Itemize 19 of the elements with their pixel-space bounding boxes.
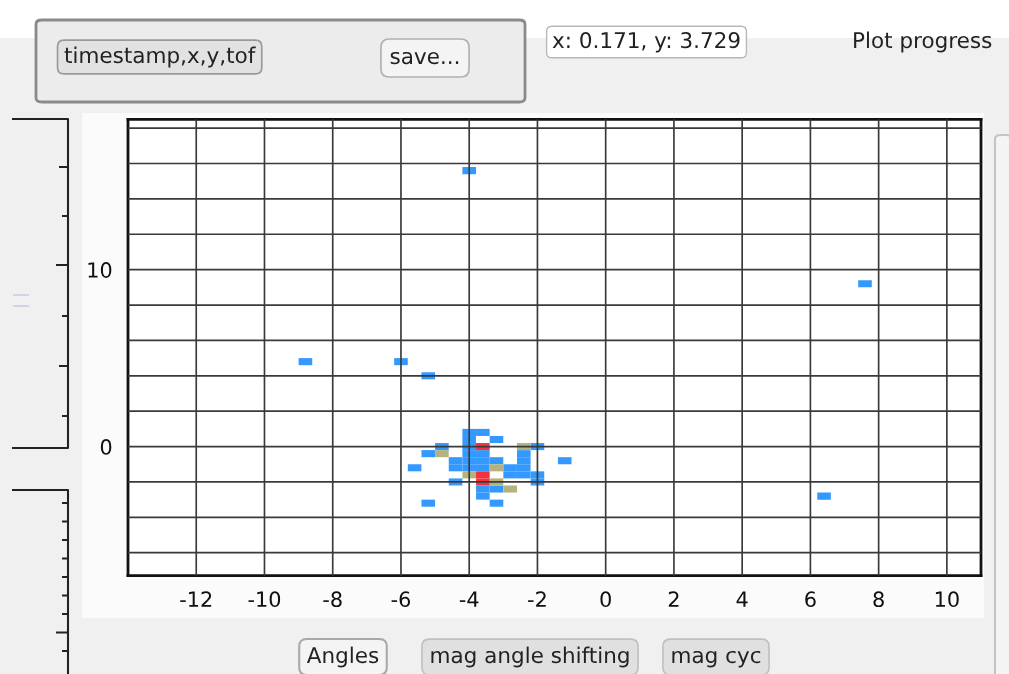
x-tick-label: -12	[180, 591, 212, 607]
text: Angles	[306, 646, 379, 668]
x-tick-label: 8	[873, 591, 884, 608]
x-tick-label: 0	[600, 591, 611, 608]
x-tick-label: -10	[248, 591, 281, 608]
text: mag cyc	[672, 650, 761, 668]
x-tick-label: 2	[668, 591, 679, 607]
x-tick-label: -8	[323, 591, 342, 608]
x-tick-label: -4	[459, 591, 479, 607]
x-tick-label: 10	[935, 591, 959, 608]
x-tick-label: -6	[391, 591, 411, 608]
text: save...	[390, 51, 459, 65]
x-tick-label: -2	[528, 591, 546, 607]
text: Plot progress	[854, 31, 992, 53]
text: x: 0.171, y: 3.729	[552, 31, 740, 53]
x-tick-label: 6	[805, 591, 816, 608]
x-tick-label: 4	[736, 591, 748, 607]
text: timestamp,x,y,tof	[64, 46, 256, 68]
text: mag angle shifting	[431, 646, 629, 668]
